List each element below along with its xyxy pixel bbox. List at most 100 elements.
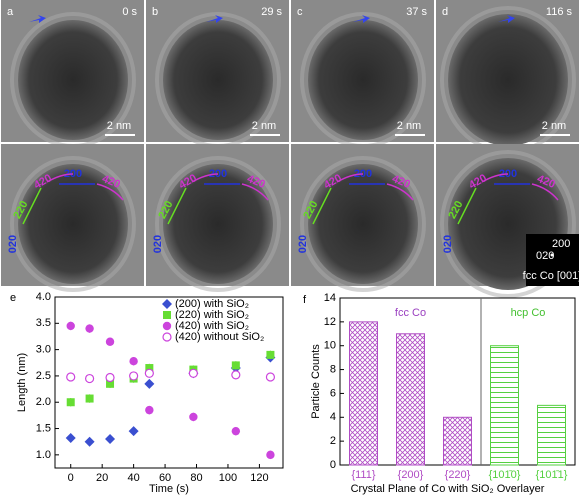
facet-line bbox=[481, 173, 509, 183]
arrow bbox=[29, 15, 46, 23]
marker bbox=[189, 412, 198, 422]
x-tick-label: {111} bbox=[351, 469, 375, 481]
facet-line bbox=[22, 187, 42, 225]
marker bbox=[129, 356, 138, 366]
legend-label: (200) with SiO₂ bbox=[175, 298, 249, 310]
marker bbox=[231, 426, 241, 436]
overlayer bbox=[440, 150, 576, 298]
marker bbox=[144, 378, 155, 389]
particle bbox=[448, 14, 568, 146]
marker bbox=[105, 372, 115, 383]
x-axis-label: Time (s) bbox=[149, 483, 189, 495]
marker bbox=[66, 372, 76, 382]
marker bbox=[85, 394, 94, 403]
marker bbox=[266, 450, 275, 460]
y-tick-label: 10 bbox=[324, 340, 336, 352]
y-axis-label: Length (nm) bbox=[16, 353, 28, 412]
y-tick-label: 1.5 bbox=[36, 422, 51, 434]
particle bbox=[163, 164, 273, 284]
facet-line bbox=[336, 173, 364, 183]
particle bbox=[18, 20, 128, 140]
arrow bbox=[206, 15, 223, 23]
panel-letter: d bbox=[442, 6, 448, 18]
x-tick-label: {101̄0} bbox=[489, 469, 521, 481]
y-tick-label: 2 bbox=[330, 435, 336, 447]
facet-line bbox=[241, 183, 269, 201]
legend-label: (420) without SiO₂ bbox=[175, 331, 264, 343]
marker bbox=[145, 405, 154, 415]
lattice-label: 020 bbox=[7, 235, 19, 253]
scale-label: 2 nm bbox=[397, 120, 421, 132]
lattice-label: 020 bbox=[152, 235, 164, 253]
group-label: fcc Co bbox=[395, 307, 426, 319]
x-tick-label: {220} bbox=[445, 469, 471, 481]
marker bbox=[65, 433, 76, 444]
bar bbox=[537, 404, 566, 466]
y-tick-label: 14 bbox=[324, 292, 336, 304]
marker bbox=[129, 371, 139, 381]
facet-line bbox=[457, 187, 477, 225]
marker bbox=[85, 324, 94, 333]
overlayer bbox=[10, 156, 136, 292]
image-panel: d 116 s 2 nm bbox=[436, 0, 579, 154]
facet-line bbox=[312, 187, 332, 225]
fft-label: 020 bbox=[536, 250, 554, 262]
x-tick-label: 40 bbox=[127, 472, 139, 484]
marker bbox=[231, 361, 240, 370]
marker bbox=[231, 370, 241, 380]
marker bbox=[128, 426, 139, 437]
plot-frame bbox=[54, 296, 284, 469]
y-axis-label: Particle Counts bbox=[310, 344, 322, 419]
y-tick-label: 4.0 bbox=[36, 291, 51, 303]
x-tick-label: 0 bbox=[68, 472, 74, 484]
scale-label: 2 nm bbox=[107, 120, 131, 132]
marker bbox=[144, 368, 154, 378]
x-tick-label: 100 bbox=[219, 472, 237, 484]
marker bbox=[145, 364, 154, 373]
particle bbox=[308, 20, 418, 140]
x-tick-label: {200} bbox=[398, 469, 424, 481]
panel-letter: c bbox=[297, 6, 303, 18]
marker bbox=[105, 434, 116, 445]
legend-label: (420) with SiO₂ bbox=[175, 320, 249, 332]
x-tick-label: 120 bbox=[250, 472, 268, 484]
marker bbox=[163, 311, 171, 319]
lattice-label: 020 bbox=[297, 235, 309, 253]
marker bbox=[84, 436, 95, 447]
legend-label: (220) with SiO₂ bbox=[175, 309, 249, 321]
marker bbox=[66, 398, 75, 407]
panel-letter: f bbox=[303, 294, 307, 306]
x-tick-label: 60 bbox=[159, 472, 171, 484]
marker bbox=[106, 379, 115, 388]
y-tick-label: 6 bbox=[330, 387, 336, 399]
particle bbox=[308, 164, 418, 284]
time-label: 0 s bbox=[122, 6, 137, 18]
panel-letter: a bbox=[7, 6, 14, 18]
scale-label: 2 nm bbox=[542, 120, 566, 132]
marker bbox=[266, 350, 275, 359]
facet-line bbox=[531, 183, 559, 201]
marker bbox=[84, 373, 95, 384]
marker bbox=[188, 368, 198, 378]
facet-line bbox=[96, 183, 124, 201]
scale-label: 2 nm bbox=[252, 120, 276, 132]
fft-caption: fcc Co [001] bbox=[523, 270, 580, 282]
marker bbox=[162, 321, 172, 331]
y-tick-label: 8 bbox=[330, 363, 336, 375]
x-tick-label: 20 bbox=[96, 472, 108, 484]
fft-inset bbox=[526, 234, 579, 286]
facet-line bbox=[167, 187, 187, 225]
group-label: hcp Co bbox=[511, 307, 546, 319]
bar bbox=[396, 333, 425, 466]
y-tick-label: 0 bbox=[330, 459, 336, 471]
x-tick-label: 80 bbox=[190, 472, 202, 484]
time-label: 29 s bbox=[261, 6, 282, 18]
particle bbox=[18, 164, 128, 284]
fft-label: 200 bbox=[552, 238, 570, 250]
y-tick-label: 3.0 bbox=[36, 344, 51, 356]
